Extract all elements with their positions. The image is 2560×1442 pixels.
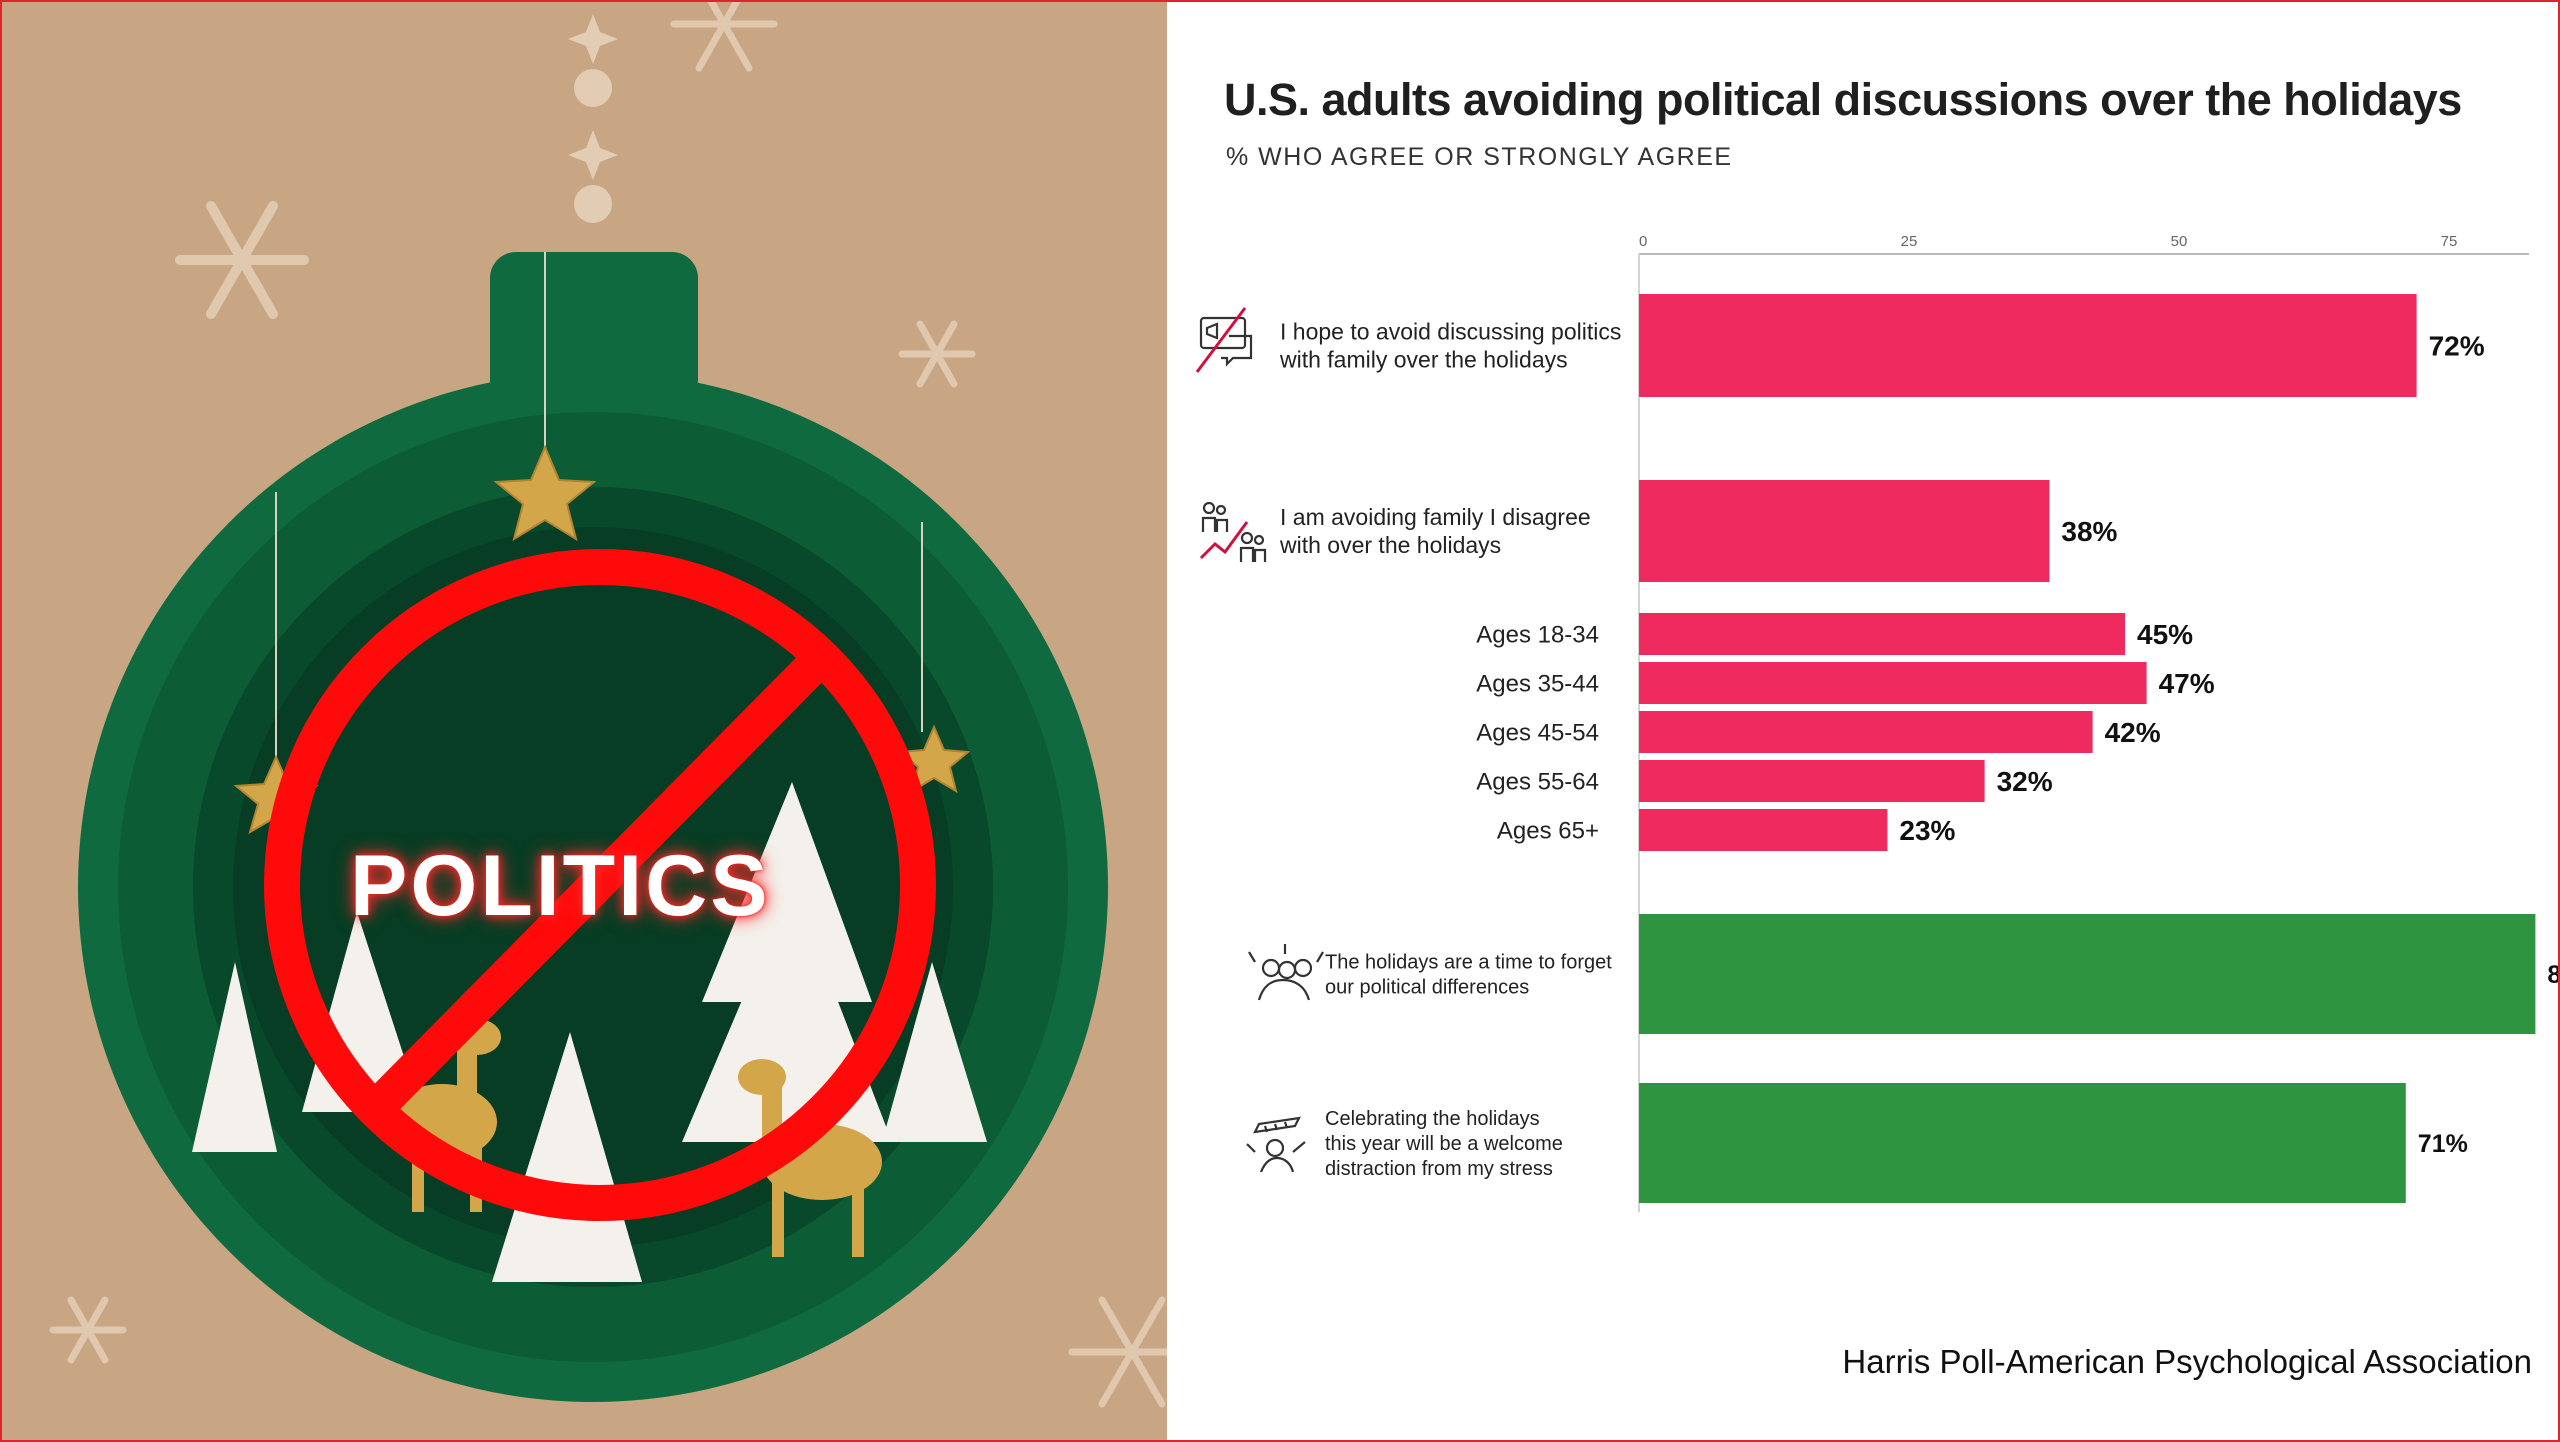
group-cheer-icon	[1248, 944, 1324, 1001]
category-label: The holidays are a time to forget	[1325, 952, 1612, 974]
category-label: Ages 35-44	[1476, 670, 1599, 697]
category-label: I hope to avoid discussing politics	[1280, 319, 1621, 345]
source-credit: Harris Poll-American Psychological Assoc…	[1842, 1343, 2532, 1380]
x-axis: 0 25 50 75	[1638, 233, 2529, 1212]
category-label: this year will be a welcome	[1325, 1133, 1563, 1155]
hanging-strings	[275, 252, 923, 762]
value-label: 83%	[2547, 961, 2558, 989]
value-label: 45%	[2137, 619, 2193, 650]
megaphone-crossed-icon	[1195, 307, 1253, 373]
politics-banner-text: POLITICS	[350, 838, 771, 934]
category-label: Ages 65+	[1497, 817, 1599, 844]
holiday-illustration: POLITICS	[2, 2, 1167, 1440]
family-split-icon	[1199, 501, 1267, 562]
chart-subtitle: % WHO AGREE OR STRONGLY AGREE	[1226, 143, 1733, 171]
chart-title: U.S. adults avoiding political discussio…	[1224, 74, 2462, 125]
category-label: with over the holidays	[1279, 532, 1501, 558]
bars	[1639, 294, 2536, 1203]
category-label: I am avoiding family I disagree	[1280, 504, 1591, 530]
value-label: 71%	[2418, 1130, 2468, 1158]
value-label: 72%	[2429, 331, 2485, 362]
category-label: distraction from my stress	[1325, 1158, 1553, 1180]
category-label: our political differences	[1325, 977, 1529, 999]
bar	[1639, 480, 2050, 582]
category-icons	[1195, 307, 1324, 1173]
bar	[1639, 294, 2417, 397]
category-label: Ages 18-34	[1476, 621, 1599, 648]
value-label: 23%	[1899, 815, 1955, 846]
snowflake-icon	[175, 201, 309, 319]
value-label: 42%	[2105, 717, 2161, 748]
no-sign-icon	[264, 549, 936, 1221]
x-tick-label: 0	[1639, 233, 1647, 250]
category-label: with family over the holidays	[1279, 347, 1568, 373]
value-labels: 72% 38% 45% 47% 42% 32% 23% 83% 71%	[1899, 331, 2558, 1159]
x-tick-label: 75	[2441, 233, 2458, 250]
x-tick-label: 25	[1901, 233, 1918, 250]
bar	[1639, 613, 2125, 655]
bar	[1639, 662, 2147, 704]
category-label: Celebrating the holidays	[1325, 1108, 1540, 1130]
decorative-dots	[568, 14, 618, 223]
category-label: Ages 55-64	[1476, 768, 1599, 795]
category-labels: I hope to avoid discussing politicswith …	[1279, 319, 1621, 1180]
bar	[1639, 1083, 2406, 1203]
chart-panel: U.S. adults avoiding political discussio…	[1167, 2, 2558, 1440]
value-label: 32%	[1997, 766, 2053, 797]
value-label: 38%	[2061, 516, 2117, 547]
ornament-illustration	[49, 2, 1167, 1408]
bar	[1639, 760, 1985, 802]
bar-chart: 0 25 50 75 I hope to avoid discussing polit…	[1195, 233, 2558, 1212]
celebration-icon	[1246, 1116, 1306, 1173]
snowflake-icon	[49, 2, 1167, 1408]
bar	[1639, 914, 2536, 1034]
x-tick-label: 50	[2171, 233, 2188, 250]
bar	[1639, 711, 2093, 753]
value-label: 47%	[2159, 668, 2215, 699]
category-label: Ages 45-54	[1476, 719, 1599, 746]
bar	[1639, 809, 1888, 851]
